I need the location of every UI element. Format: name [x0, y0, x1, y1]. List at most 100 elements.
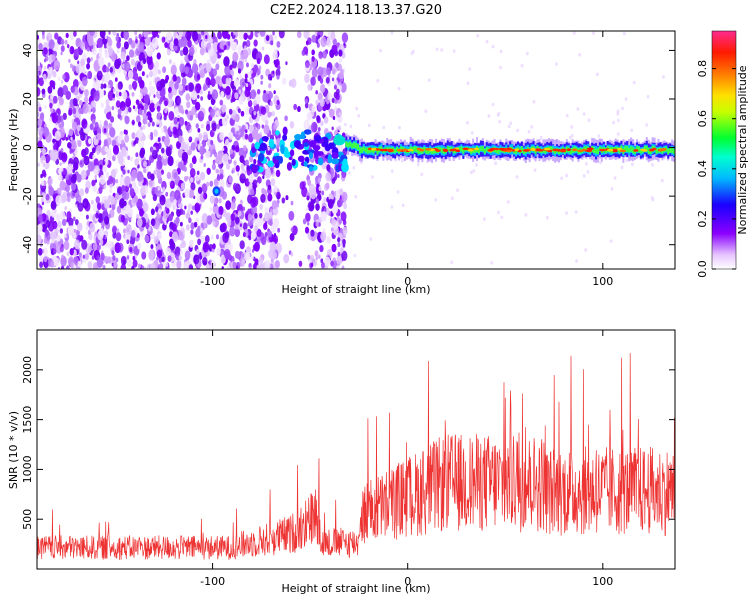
heat-cluster — [251, 146, 256, 154]
heat-speckle — [189, 114, 193, 121]
trace-inner — [554, 148, 557, 154]
trace-inner — [380, 146, 383, 151]
snr-line — [37, 353, 675, 560]
trace-peak — [543, 147, 551, 151]
heat-speckle — [242, 49, 249, 60]
heat-speckle — [570, 125, 574, 129]
heat-speckle — [240, 199, 243, 204]
heat-speckle — [70, 139, 77, 150]
trace-inner — [511, 146, 514, 152]
heat-speckle — [63, 240, 70, 251]
heat-speckle — [184, 205, 187, 210]
heat-speckle — [286, 162, 293, 171]
heat-speckle — [160, 169, 165, 175]
trace-inner — [655, 148, 658, 154]
heat-speckle — [339, 81, 342, 86]
heat-speckle — [65, 137, 68, 141]
heat-speckle — [137, 242, 142, 250]
heat-speckle — [121, 90, 128, 101]
heat-speckle — [124, 61, 131, 72]
heat-speckle — [210, 98, 216, 106]
heat-speckle — [195, 83, 202, 94]
heat-speckle — [258, 177, 262, 184]
heat-speckle — [271, 251, 277, 260]
heat-speckle — [257, 32, 261, 38]
heat-speckle — [116, 205, 122, 214]
heat-speckle — [66, 218, 69, 223]
heat-speckle — [124, 184, 130, 193]
heat-speckle — [338, 111, 342, 117]
heat-speckle — [113, 261, 117, 268]
heat-speckle — [565, 211, 568, 215]
heat-speckle — [335, 126, 339, 131]
heat-speckle — [95, 81, 101, 90]
heat-speckle — [115, 179, 119, 184]
heat-speckle — [189, 177, 194, 183]
trace-peak — [552, 148, 559, 152]
heat-speckle — [212, 148, 216, 155]
heat-speckle — [245, 252, 251, 261]
heat-speckle — [37, 140, 43, 149]
figure-title: C2E2.2024.118.13.37.G20 — [270, 3, 442, 18]
heat-cluster — [331, 152, 339, 159]
heat-speckle — [272, 31, 275, 36]
heat-speckle — [112, 145, 119, 155]
heat-speckle — [209, 207, 212, 212]
heat-speckle — [77, 222, 83, 232]
heat-speckle — [57, 220, 62, 229]
heat-speckle — [212, 203, 219, 214]
heat-speckle — [232, 198, 236, 204]
heat-speckle — [332, 38, 337, 46]
heat-speckle — [210, 77, 216, 87]
heat-speckle — [136, 217, 143, 228]
heat-speckle — [60, 147, 64, 153]
heat-speckle — [87, 47, 90, 52]
trace-peak — [571, 148, 578, 152]
heat-speckle — [169, 221, 174, 230]
heat-speckle — [59, 162, 62, 167]
heat-speckle — [109, 127, 116, 138]
heat-speckle — [89, 123, 94, 131]
heat-speckle — [55, 213, 61, 221]
heat-speckle — [53, 95, 58, 104]
heat-cluster — [327, 153, 333, 164]
heat-speckle — [235, 250, 240, 259]
heat-speckle — [184, 250, 191, 261]
heat-speckle — [575, 259, 578, 263]
trace-inner — [376, 148, 379, 155]
heat-cluster — [320, 136, 329, 147]
heat-speckle — [131, 169, 138, 179]
heat-speckle — [497, 210, 500, 215]
heat-speckle — [335, 62, 339, 69]
heat-speckle — [190, 222, 195, 230]
heat-speckle — [168, 91, 173, 99]
heat-speckle — [107, 62, 111, 68]
heat-speckle — [272, 123, 277, 131]
heat-speckle — [257, 216, 264, 227]
heat-speckle — [260, 74, 264, 80]
heat-speckle — [167, 255, 172, 262]
heat-speckle — [135, 99, 140, 106]
heat-cluster — [330, 157, 339, 165]
heat-speckle — [396, 190, 400, 194]
heat-speckle — [87, 71, 93, 80]
heat-speckle — [141, 251, 147, 260]
heat-speckle — [325, 207, 330, 215]
trace-inner — [417, 148, 420, 154]
heat-speckle — [219, 223, 226, 233]
heat-cluster — [308, 152, 314, 159]
heat-speckle — [112, 93, 116, 99]
heat-speckle — [382, 125, 386, 130]
heat-speckle — [277, 65, 281, 71]
heat-speckle — [184, 56, 187, 61]
heat-cluster — [294, 133, 303, 140]
heat-speckle — [66, 251, 70, 257]
heat-speckle — [91, 118, 96, 125]
heat-speckle — [245, 39, 251, 48]
heat-speckle — [131, 80, 138, 90]
heat-speckle — [188, 239, 194, 248]
heat-speckle — [568, 135, 572, 140]
heat-speckle — [220, 91, 225, 98]
heat-speckle — [189, 167, 196, 178]
